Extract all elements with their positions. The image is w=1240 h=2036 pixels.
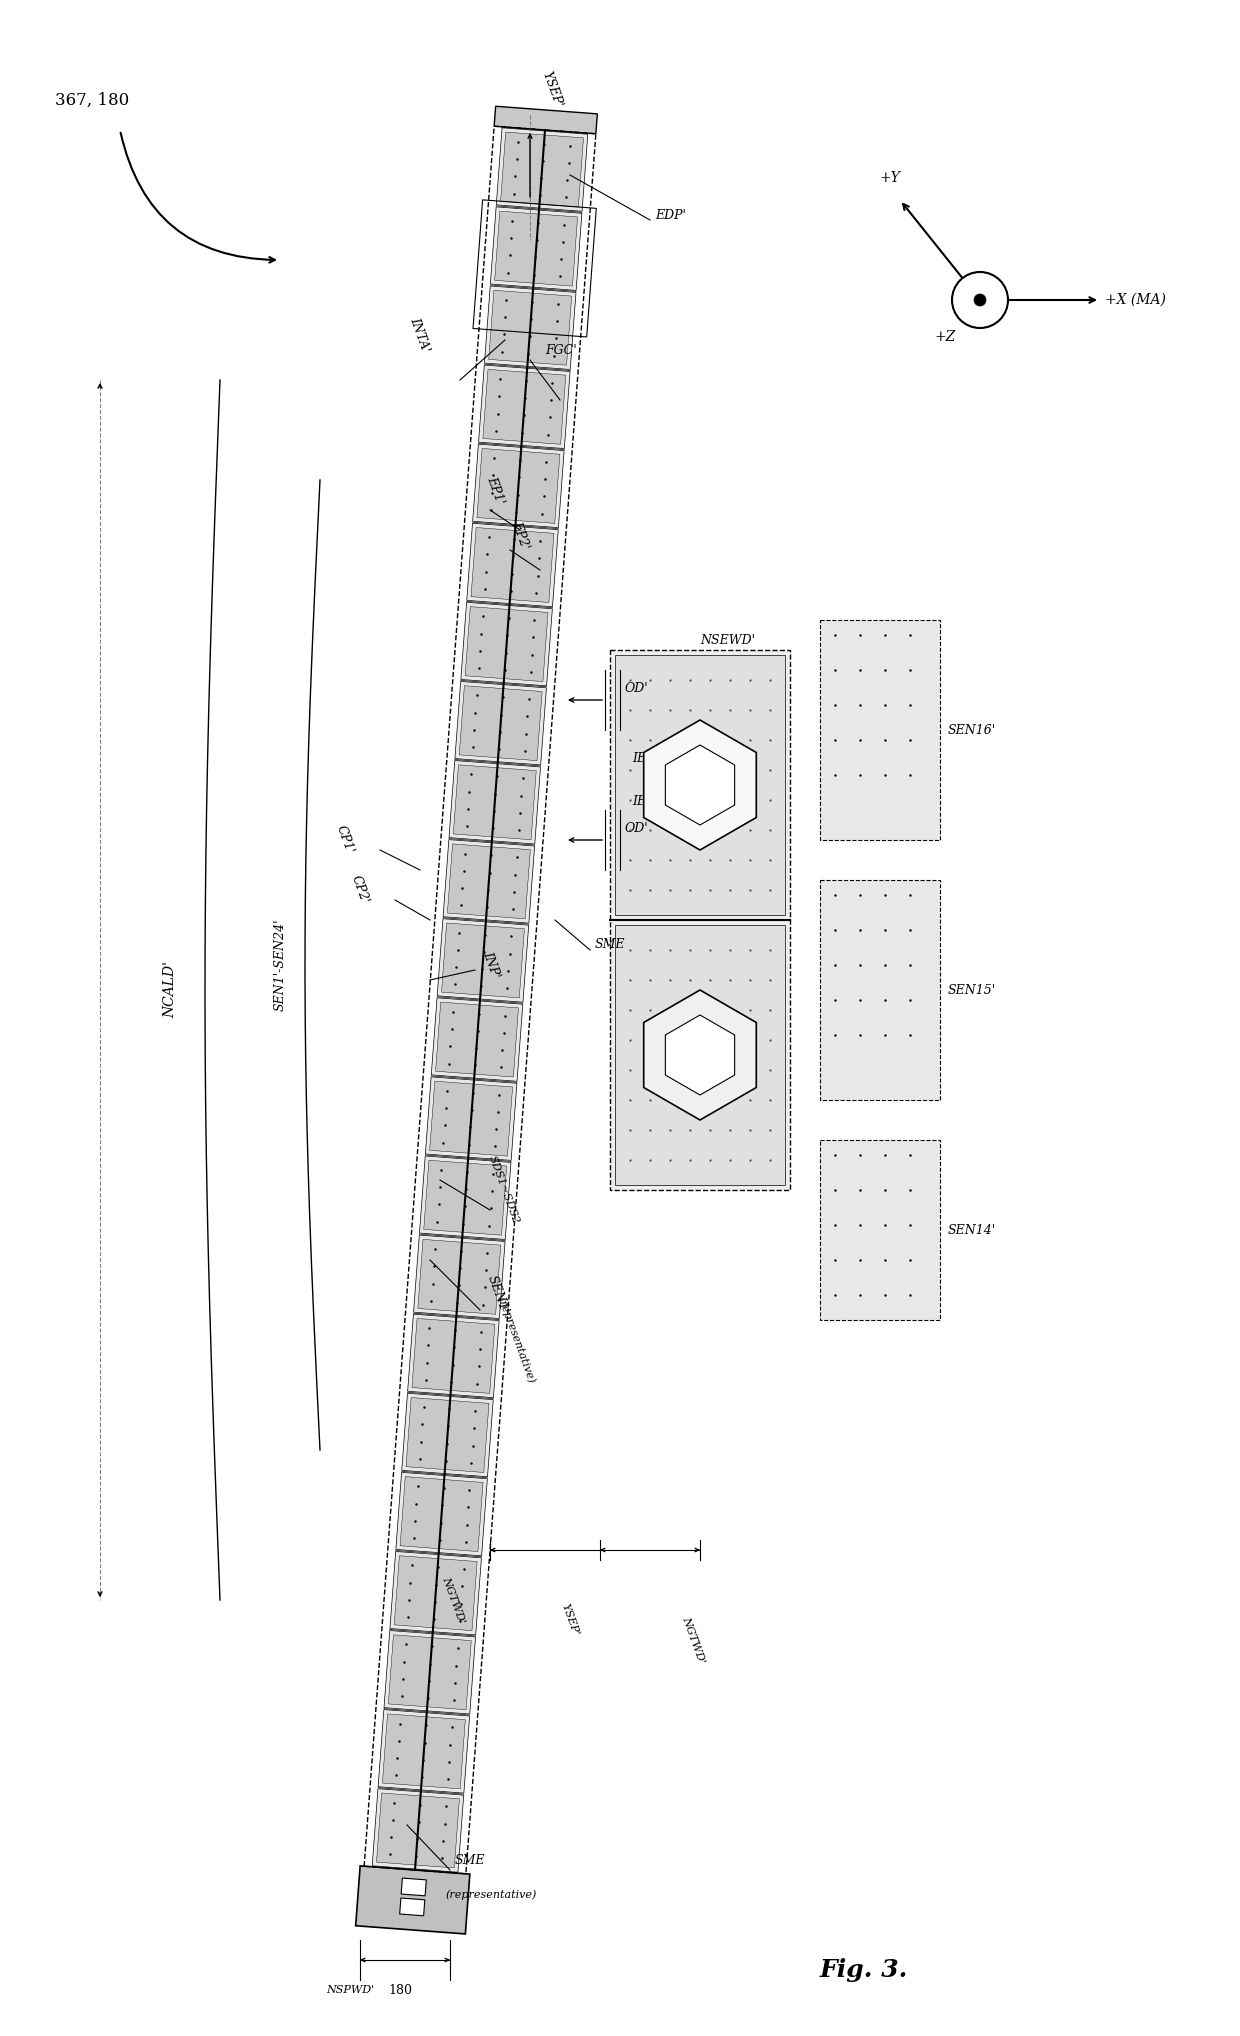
Polygon shape: [666, 1016, 734, 1095]
Polygon shape: [408, 1313, 500, 1397]
Polygon shape: [471, 527, 554, 603]
Polygon shape: [399, 1898, 425, 1916]
Polygon shape: [435, 1002, 518, 1077]
Polygon shape: [402, 1877, 427, 1896]
Text: 180: 180: [388, 1983, 412, 1997]
Polygon shape: [666, 745, 734, 825]
Polygon shape: [405, 1397, 489, 1472]
Polygon shape: [402, 1393, 494, 1476]
Text: +Y: +Y: [879, 171, 900, 185]
Bar: [615, 656, 785, 914]
Polygon shape: [419, 1156, 511, 1240]
Text: INP': INP': [480, 949, 502, 979]
Text: SDS1~SDS2: SDS1~SDS2: [487, 1154, 521, 1226]
Text: IE': IE': [632, 751, 650, 764]
Polygon shape: [501, 132, 584, 208]
Text: (representative): (representative): [495, 1295, 536, 1384]
Polygon shape: [356, 1865, 470, 1934]
Polygon shape: [477, 448, 560, 523]
Text: SME: SME: [455, 1853, 486, 1867]
Polygon shape: [418, 1240, 501, 1315]
Text: SME: SME: [595, 939, 625, 951]
Polygon shape: [454, 766, 536, 839]
Bar: [615, 924, 785, 1185]
Polygon shape: [388, 1635, 471, 1710]
Text: CP2': CP2': [348, 873, 371, 906]
Text: EP2': EP2': [508, 519, 531, 552]
Polygon shape: [496, 128, 588, 212]
Polygon shape: [459, 686, 542, 761]
Polygon shape: [443, 839, 534, 922]
Polygon shape: [489, 291, 572, 364]
Polygon shape: [441, 922, 525, 998]
Polygon shape: [401, 1476, 484, 1551]
Polygon shape: [372, 1790, 464, 1873]
Text: (representative): (representative): [445, 1889, 537, 1900]
Text: +X (MA): +X (MA): [1105, 293, 1166, 307]
Text: SEN1': SEN1': [485, 1275, 511, 1315]
Polygon shape: [424, 1161, 507, 1236]
Bar: [820, 621, 940, 841]
Polygon shape: [430, 1081, 512, 1156]
Polygon shape: [425, 1077, 517, 1161]
Polygon shape: [389, 1551, 481, 1635]
Polygon shape: [482, 369, 565, 444]
Text: OD': OD': [625, 823, 649, 835]
Polygon shape: [448, 843, 531, 918]
Text: SEN15': SEN15': [949, 983, 996, 996]
Polygon shape: [495, 212, 578, 287]
Polygon shape: [377, 1794, 460, 1867]
Polygon shape: [396, 1472, 487, 1556]
Polygon shape: [644, 989, 756, 1120]
Polygon shape: [414, 1236, 505, 1319]
Text: NGTWD': NGTWD': [440, 1576, 466, 1625]
Polygon shape: [382, 1714, 465, 1790]
Polygon shape: [461, 603, 552, 686]
Circle shape: [973, 293, 986, 305]
Polygon shape: [472, 444, 564, 527]
Text: NGTWD': NGTWD': [680, 1615, 707, 1665]
Polygon shape: [466, 523, 558, 607]
Polygon shape: [449, 761, 541, 845]
Text: YSEP': YSEP': [539, 69, 565, 110]
Bar: [820, 1140, 940, 1319]
Bar: [820, 880, 940, 1099]
Polygon shape: [465, 607, 548, 682]
Text: NCALD': NCALD': [162, 961, 177, 1018]
Text: 367, 180: 367, 180: [55, 92, 129, 108]
Polygon shape: [412, 1319, 495, 1393]
Text: OD': OD': [625, 682, 649, 694]
Text: IE': IE': [632, 794, 650, 808]
Text: +Z: +Z: [935, 330, 956, 344]
Polygon shape: [394, 1556, 477, 1631]
Polygon shape: [479, 364, 570, 448]
Polygon shape: [432, 998, 523, 1081]
Polygon shape: [485, 285, 577, 369]
Text: CP1': CP1': [334, 825, 356, 855]
Text: EDP': EDP': [655, 208, 686, 222]
Bar: [610, 649, 790, 1189]
Circle shape: [952, 273, 1008, 328]
Text: Fig. 3.: Fig. 3.: [820, 1959, 909, 1981]
Text: NSPWD': NSPWD': [326, 1985, 374, 1995]
Text: EP1': EP1': [484, 474, 506, 505]
Text: FGC': FGC': [546, 344, 577, 356]
Polygon shape: [495, 106, 598, 134]
Polygon shape: [378, 1710, 470, 1794]
Polygon shape: [438, 918, 528, 1002]
Text: SEN16': SEN16': [949, 723, 996, 737]
Polygon shape: [644, 721, 756, 849]
Text: INTA': INTA': [408, 316, 433, 354]
Text: NSEWD': NSEWD': [701, 633, 755, 647]
Polygon shape: [384, 1631, 475, 1714]
Polygon shape: [490, 208, 582, 291]
Text: YSEP': YSEP': [560, 1602, 580, 1637]
Text: SEN14': SEN14': [949, 1224, 996, 1236]
Polygon shape: [455, 682, 547, 766]
Text: SEN1'-SEN24': SEN1'-SEN24': [274, 918, 286, 1012]
